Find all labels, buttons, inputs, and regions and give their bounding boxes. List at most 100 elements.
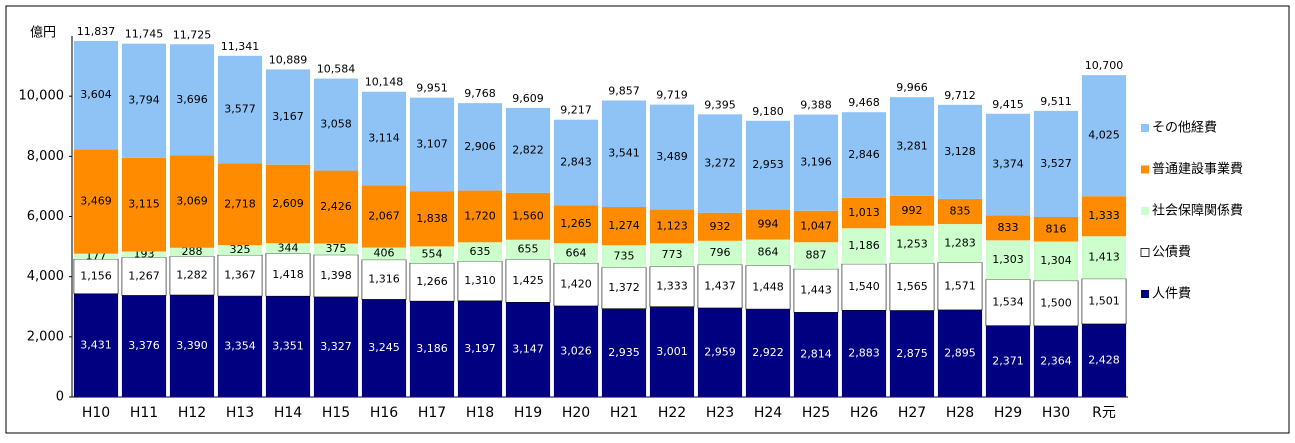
data-label: 2,814 [800, 348, 832, 361]
bar-segment [889, 195, 935, 226]
data-label: 3,431 [80, 338, 112, 351]
bar-segment [745, 239, 791, 266]
data-label: 3,354 [224, 340, 256, 353]
legend-swatch [1141, 290, 1149, 298]
bar-segment [121, 295, 167, 397]
data-label: 1,540 [848, 280, 880, 293]
total-label: 10,700 [1085, 59, 1124, 72]
x-tick-label: H25 [802, 405, 830, 421]
total-label: 9,768 [464, 87, 496, 100]
data-label: 1,448 [752, 280, 784, 293]
bar-segment [745, 120, 791, 210]
bar-segment [889, 263, 935, 311]
y-axis-label: 億円 [30, 25, 56, 41]
data-label: 1,265 [560, 217, 592, 230]
bar-segment [745, 309, 791, 397]
bar-segment [217, 296, 263, 397]
bar-segment [1033, 280, 1079, 327]
bar-segment [265, 243, 311, 254]
bar-segment [889, 310, 935, 397]
data-label: 3,351 [272, 340, 304, 353]
bar-segment [73, 293, 119, 397]
data-label: 3,376 [128, 339, 160, 352]
bar-segment [793, 114, 839, 211]
bar-segment [937, 309, 983, 397]
bar-segment [313, 243, 359, 255]
bar-segment [1081, 196, 1127, 237]
bar-segment [409, 301, 455, 397]
bar-segment [1081, 323, 1127, 397]
data-label: 796 [710, 246, 731, 259]
data-label: 3,197 [464, 342, 496, 355]
bar-segment [409, 246, 455, 264]
data-label: 1,303 [992, 253, 1024, 266]
total-label: 9,395 [704, 98, 736, 111]
bar-segment [457, 261, 503, 302]
x-tick-label: H23 [706, 405, 734, 421]
x-tick-label: H13 [226, 405, 254, 421]
x-tick-label: H17 [418, 405, 446, 421]
total-label: 10,148 [365, 76, 404, 89]
data-label: 864 [758, 246, 779, 259]
x-tick-label: H14 [274, 405, 302, 421]
bar-segment [73, 149, 119, 254]
bar-segment [121, 257, 167, 296]
data-label: 3,147 [512, 343, 544, 356]
data-label: 3,696 [176, 93, 208, 106]
data-label: 2,846 [848, 148, 880, 161]
total-label: 9,609 [512, 92, 544, 105]
bar-segment [73, 40, 119, 150]
bar-segment [265, 69, 311, 165]
total-label: 9,857 [608, 84, 640, 97]
data-label: 325 [230, 243, 251, 256]
bar-segment [1081, 75, 1127, 197]
bar-segment [265, 296, 311, 397]
data-label: 2,935 [608, 346, 640, 359]
data-label: 3,069 [176, 195, 208, 208]
total-label: 9,712 [944, 89, 976, 102]
data-label: 1,720 [464, 209, 496, 222]
x-tick-label: H16 [370, 405, 398, 421]
data-label: 1,304 [1040, 254, 1072, 267]
data-label: 1,560 [512, 209, 544, 222]
data-label: 3,001 [656, 345, 688, 358]
bar-segment [361, 259, 407, 300]
data-label: 3,115 [128, 198, 160, 211]
legend-label: その他経費 [1152, 121, 1217, 136]
data-label: 344 [278, 241, 299, 254]
bar-segment [841, 112, 887, 198]
data-label: 1,283 [944, 236, 976, 249]
total-label: 9,966 [896, 81, 928, 94]
y-tick-label: 6,000 [27, 209, 64, 224]
data-label: 554 [422, 248, 443, 261]
bar-segment [361, 299, 407, 397]
data-label: 2,428 [1088, 353, 1120, 366]
total-label: 9,951 [416, 82, 448, 95]
data-label: 835 [950, 204, 971, 217]
data-label: 994 [758, 218, 779, 231]
data-label: 1,501 [1088, 294, 1120, 307]
data-label: 735 [614, 249, 635, 262]
bar-segment [793, 242, 839, 269]
total-label: 9,388 [800, 99, 832, 112]
data-label: 3,186 [416, 342, 448, 355]
y-tick-label: 0 [56, 390, 64, 405]
data-label: 4,025 [1088, 129, 1120, 142]
data-label: 2,959 [704, 345, 736, 358]
data-label: 3,541 [608, 147, 640, 160]
bar-segment [169, 256, 215, 296]
x-tick-label: R元 [1092, 405, 1116, 421]
x-tick-label: H18 [466, 405, 494, 421]
data-label: 2,875 [896, 347, 928, 360]
y-tick-label: 2,000 [27, 329, 64, 344]
data-label: 1,500 [1040, 296, 1072, 309]
bar-segment [457, 242, 503, 262]
total-label: 11,745 [125, 28, 164, 41]
data-label: 406 [374, 247, 395, 260]
bar-segment [361, 185, 407, 248]
bar-segment [553, 119, 599, 206]
bar-segment [121, 43, 167, 158]
bar-segment [217, 254, 263, 297]
data-label: 1,420 [560, 278, 592, 291]
bar-segment [697, 212, 743, 241]
